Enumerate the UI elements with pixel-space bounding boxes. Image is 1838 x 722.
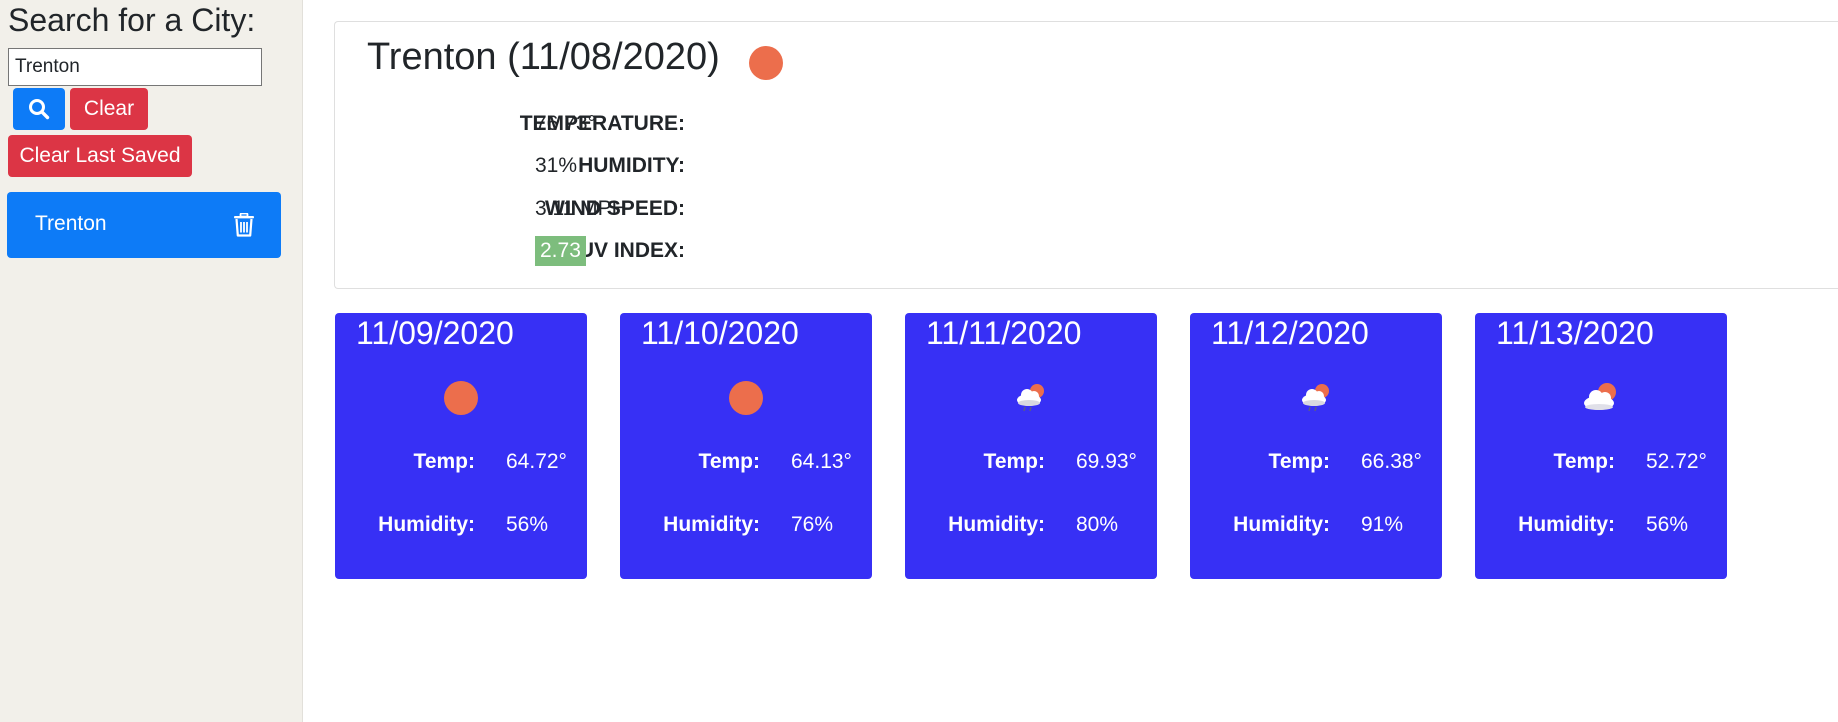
forecast-temp-label: Temp: xyxy=(413,450,475,473)
current-city-title: Trenton (11/08/2020) xyxy=(367,36,720,78)
current-weather-card: Trenton (11/08/2020) TEMPERATURE: 76.73°… xyxy=(334,21,1838,289)
search-button[interactable] xyxy=(13,88,65,130)
humidity-label: HUMIDITY: xyxy=(578,154,685,177)
saved-city-item[interactable]: Trenton xyxy=(7,192,281,258)
forecast-humidity-label: Humidity: xyxy=(948,513,1045,536)
humidity-value: 31% xyxy=(535,154,578,177)
forecast-date: 11/09/2020 xyxy=(356,315,514,351)
forecast-card: 11/10/2020 Temp: 64.13° Humidity: 76% xyxy=(620,313,872,579)
forecast-temp-value: 69.93° xyxy=(1076,450,1137,473)
forecast-card: 11/11/2020 Temp: 69.93° Humidity: 80% xyxy=(905,313,1157,579)
forecast-humidity-value: 91% xyxy=(1361,513,1404,536)
cloud-rain-icon xyxy=(1302,384,1329,412)
forecast-humidity-value: 80% xyxy=(1076,513,1119,536)
city-search-input[interactable] xyxy=(8,48,262,86)
forecast-temp-value: 64.72° xyxy=(506,450,567,473)
forecast-temp-label: Temp: xyxy=(983,450,1045,473)
sun-icon xyxy=(726,378,766,418)
uv-index-badge: 2.73 xyxy=(535,236,586,266)
forecast-card: 11/09/2020 Temp: 64.72° Humidity: 56% xyxy=(335,313,587,579)
forecast-date: 11/13/2020 xyxy=(1496,315,1654,351)
clear-last-saved-button[interactable]: Clear Last Saved xyxy=(8,135,192,177)
forecast-card: 11/13/2020 Temp: 52.72° Humidity: 56% xyxy=(1475,313,1727,579)
forecast-humidity-label: Humidity: xyxy=(1518,513,1615,536)
partly-cloudy-icon xyxy=(1584,383,1616,410)
forecast-date: 11/10/2020 xyxy=(641,315,799,351)
wind-speed-label: WIND SPEED: xyxy=(544,197,685,220)
forecast-date: 11/12/2020 xyxy=(1211,315,1369,351)
forecast-temp-value: 66.38° xyxy=(1361,450,1422,473)
forecast-humidity-value: 56% xyxy=(506,513,549,536)
forecast-humidity-value: 56% xyxy=(1646,513,1689,536)
search-heading: Search for a City: xyxy=(8,2,256,38)
uv-index-label: UV INDEX: xyxy=(578,239,685,262)
sun-icon xyxy=(441,378,481,418)
forecast-temp-value: 52.72° xyxy=(1646,450,1707,473)
sidebar: Search for a City: Clear Clear Last Save… xyxy=(0,0,303,722)
wind-speed-value: 3.11 MPH xyxy=(535,197,627,220)
forecast-temp-label: Temp: xyxy=(1268,450,1330,473)
temperature-value: 76.73° xyxy=(535,112,596,135)
saved-city-label: Trenton xyxy=(35,212,107,235)
forecast-humidity-label: Humidity: xyxy=(663,513,760,536)
forecast-humidity-label: Humidity: xyxy=(1233,513,1330,536)
forecast-date: 11/11/2020 xyxy=(926,315,1082,351)
forecast-humidity-value: 76% xyxy=(791,513,834,536)
forecast-card: 11/12/2020 Temp: 66.38° Humidity: 91% xyxy=(1190,313,1442,579)
search-icon xyxy=(29,99,50,120)
forecast-humidity-label: Humidity: xyxy=(378,513,475,536)
forecast-temp-value: 64.13° xyxy=(791,450,852,473)
forecast-temp-label: Temp: xyxy=(1553,450,1615,473)
cloud-rain-icon xyxy=(1017,384,1044,412)
trash-icon[interactable] xyxy=(233,213,255,237)
forecast-temp-label: Temp: xyxy=(698,450,760,473)
sun-icon xyxy=(749,46,783,80)
temperature-label: TEMPERATURE: xyxy=(519,112,685,135)
clear-button[interactable]: Clear xyxy=(70,88,148,130)
